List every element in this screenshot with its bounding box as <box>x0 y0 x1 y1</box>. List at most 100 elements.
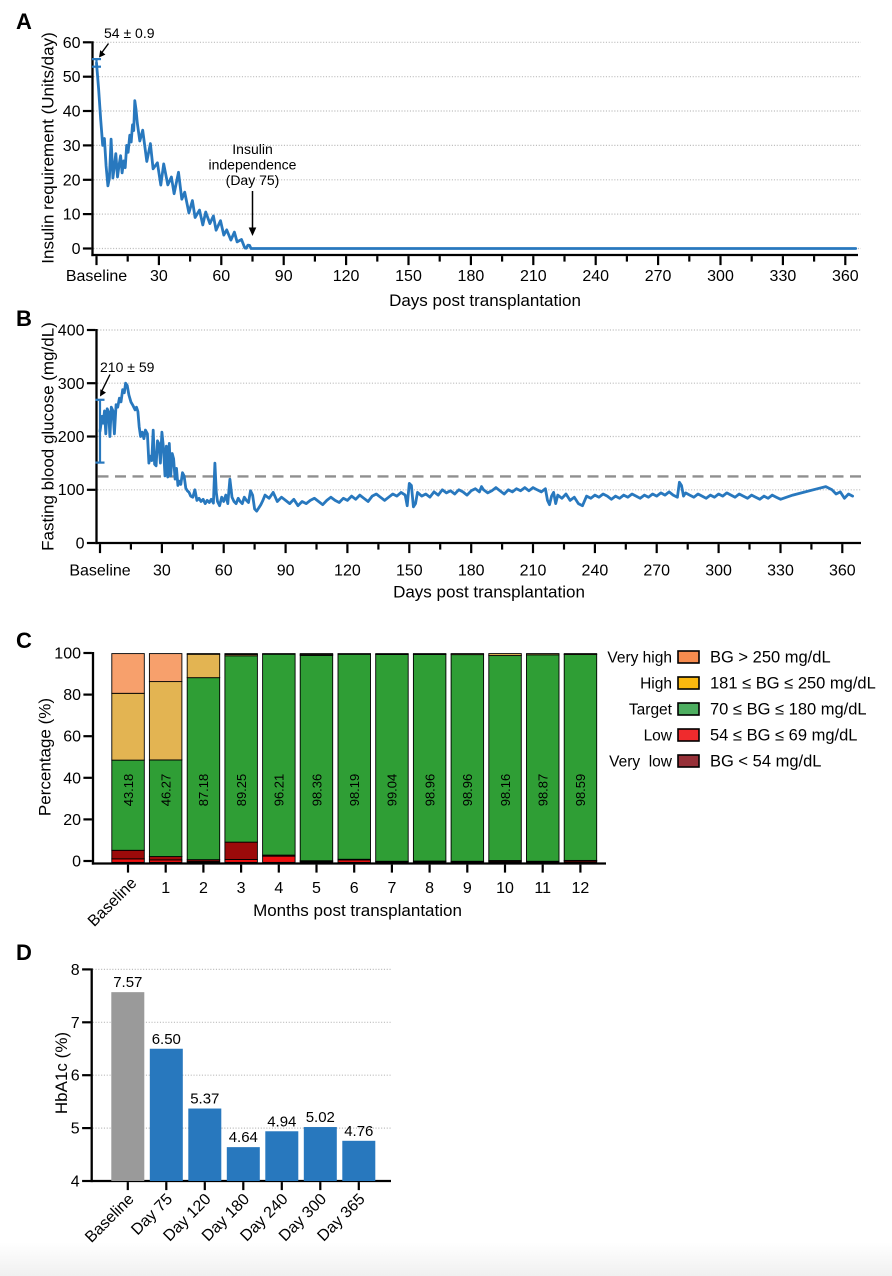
svg-text:Days post transplantation: Days post transplantation <box>393 583 585 602</box>
svg-text:30: 30 <box>63 138 81 155</box>
svg-text:4.94: 4.94 <box>267 1113 296 1130</box>
svg-text:98.16: 98.16 <box>498 774 513 807</box>
svg-text:independence: independence <box>209 157 297 173</box>
svg-text:4: 4 <box>71 1174 80 1191</box>
svg-text:181 ≤ BG ≤ 250 mg/dL: 181 ≤ BG ≤ 250 mg/dL <box>710 675 876 693</box>
svg-text:Low: Low <box>644 728 673 745</box>
svg-text:240: 240 <box>582 563 609 580</box>
svg-text:300: 300 <box>707 268 734 285</box>
svg-text:0: 0 <box>72 241 81 258</box>
svg-text:300: 300 <box>58 376 85 393</box>
svg-text:60: 60 <box>212 268 230 285</box>
svg-text:6.50: 6.50 <box>152 1031 181 1048</box>
svg-text:(Day 75): (Day 75) <box>226 172 280 188</box>
svg-text:HbA1c (%): HbA1c (%) <box>52 1032 71 1114</box>
svg-text:240: 240 <box>582 268 609 285</box>
svg-text:5.37: 5.37 <box>190 1091 219 1108</box>
svg-text:87.18: 87.18 <box>196 774 211 807</box>
svg-text:1: 1 <box>161 880 170 897</box>
svg-text:270: 270 <box>643 563 670 580</box>
svg-text:3: 3 <box>237 880 246 897</box>
svg-text:210: 210 <box>520 268 547 285</box>
svg-text:80: 80 <box>63 687 81 704</box>
svg-text:10: 10 <box>63 207 81 224</box>
svg-text:BG < 54 mg/dL: BG < 54 mg/dL <box>710 753 821 771</box>
svg-text:180: 180 <box>458 268 485 285</box>
svg-text:330: 330 <box>767 563 794 580</box>
svg-text:400: 400 <box>58 323 85 340</box>
svg-text:2: 2 <box>199 880 208 897</box>
svg-text:100: 100 <box>54 646 81 663</box>
svg-text:30: 30 <box>150 268 168 285</box>
svg-text:60: 60 <box>215 563 233 580</box>
svg-text:99.04: 99.04 <box>385 774 400 807</box>
svg-text:200: 200 <box>58 429 85 446</box>
svg-text:Insulin: Insulin <box>232 141 272 157</box>
svg-text:98.36: 98.36 <box>309 774 324 807</box>
svg-text:4.64: 4.64 <box>229 1129 258 1146</box>
svg-text:6: 6 <box>71 1068 80 1085</box>
svg-text:210 ± 59: 210 ± 59 <box>100 359 155 375</box>
svg-text:Fasting blood glucose (mg/dL): Fasting blood glucose (mg/dL) <box>39 322 58 551</box>
svg-text:20: 20 <box>63 812 81 829</box>
svg-text:60: 60 <box>63 35 81 52</box>
svg-text:BG > 250 mg/dL: BG > 250 mg/dL <box>710 649 831 667</box>
svg-text:46.27: 46.27 <box>159 774 174 807</box>
svg-text:90: 90 <box>277 563 295 580</box>
svg-text:98.19: 98.19 <box>347 774 362 807</box>
svg-text:43.18: 43.18 <box>121 774 136 807</box>
svg-text:7.57: 7.57 <box>113 974 142 991</box>
svg-text:360: 360 <box>829 563 856 580</box>
svg-text:Percentage (%): Percentage (%) <box>36 698 55 816</box>
svg-text:8: 8 <box>71 962 80 979</box>
svg-text:98.87: 98.87 <box>536 774 551 807</box>
svg-text:100: 100 <box>58 482 85 499</box>
svg-text:30: 30 <box>153 563 171 580</box>
svg-text:40: 40 <box>63 104 81 121</box>
svg-text:C: C <box>16 628 32 653</box>
svg-text:Very high: Very high <box>607 650 672 667</box>
svg-text:D: D <box>16 940 32 965</box>
svg-text:54 ± 0.9: 54 ± 0.9 <box>104 25 155 41</box>
svg-text:9: 9 <box>463 880 472 897</box>
svg-text:54 ≤ BG ≤ 69 mg/dL: 54 ≤ BG ≤ 69 mg/dL <box>710 727 857 745</box>
svg-text:12: 12 <box>572 880 590 897</box>
svg-text:B: B <box>16 306 32 331</box>
svg-text:90: 90 <box>275 268 293 285</box>
svg-text:70 ≤ BG ≤ 180 mg/dL: 70 ≤ BG ≤ 180 mg/dL <box>710 701 867 719</box>
svg-text:210: 210 <box>520 563 547 580</box>
svg-text:180: 180 <box>458 563 485 580</box>
svg-text:Very low: Very low <box>609 754 673 771</box>
svg-text:6: 6 <box>350 880 359 897</box>
svg-text:40: 40 <box>63 770 81 787</box>
svg-text:Baseline: Baseline <box>69 563 130 580</box>
svg-text:120: 120 <box>333 268 360 285</box>
svg-text:89.25: 89.25 <box>234 774 249 807</box>
svg-text:98.59: 98.59 <box>573 774 588 807</box>
svg-text:5: 5 <box>312 880 321 897</box>
svg-text:96.21: 96.21 <box>272 774 287 807</box>
svg-text:0: 0 <box>76 536 85 553</box>
svg-text:330: 330 <box>770 268 797 285</box>
svg-text:360: 360 <box>832 268 859 285</box>
svg-text:270: 270 <box>645 268 672 285</box>
svg-text:150: 150 <box>396 563 423 580</box>
svg-text:60: 60 <box>63 729 81 746</box>
svg-text:7: 7 <box>71 1015 80 1032</box>
svg-text:50: 50 <box>63 69 81 86</box>
svg-text:Days post transplantation: Days post transplantation <box>389 291 581 310</box>
svg-text:10: 10 <box>496 880 514 897</box>
svg-text:120: 120 <box>334 563 361 580</box>
svg-text:8: 8 <box>425 880 434 897</box>
svg-text:20: 20 <box>63 172 81 189</box>
svg-text:Target: Target <box>629 702 673 719</box>
svg-text:7: 7 <box>387 880 396 897</box>
svg-text:5.02: 5.02 <box>306 1109 335 1126</box>
svg-text:5: 5 <box>71 1121 80 1138</box>
svg-text:Months post transplantation: Months post transplantation <box>253 901 462 920</box>
svg-text:11: 11 <box>534 880 551 897</box>
svg-text:4.76: 4.76 <box>344 1123 373 1140</box>
svg-text:98.96: 98.96 <box>460 774 475 807</box>
svg-text:150: 150 <box>395 268 422 285</box>
svg-text:300: 300 <box>705 563 732 580</box>
